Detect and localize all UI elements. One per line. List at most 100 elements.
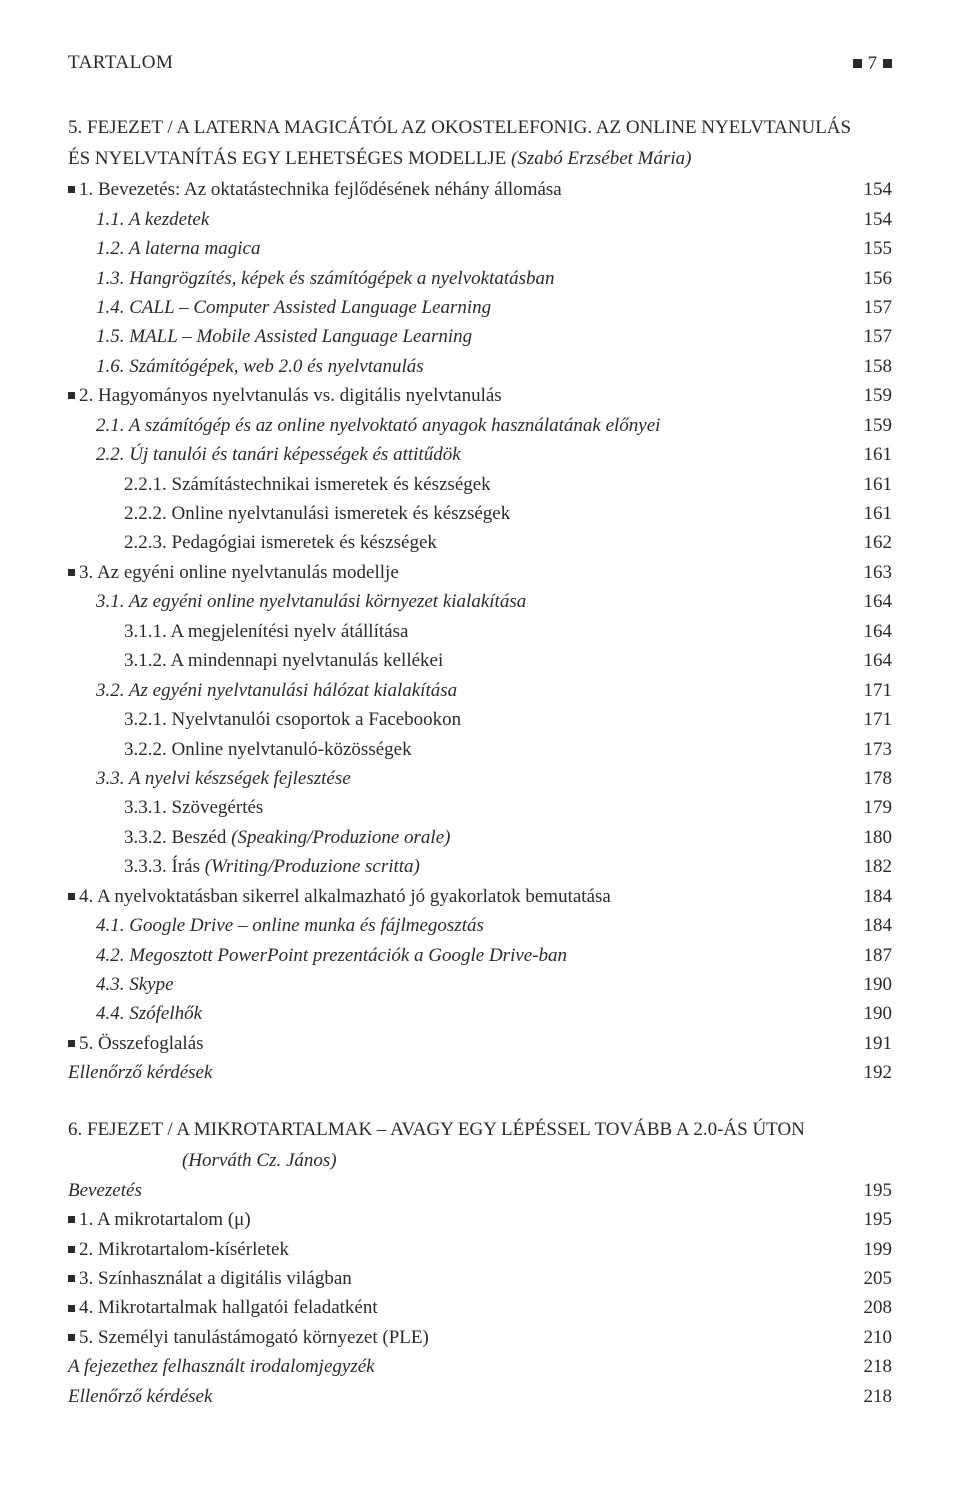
toc-entry-text: Ellenőrző kérdések xyxy=(68,1058,848,1087)
toc-entry-page: 157 xyxy=(848,293,892,322)
toc-entry-text: 4. Mikrotartalmak hallgatói feladatként xyxy=(68,1293,848,1322)
toc-row: 1.6. Számítógépek, web 2.0 és nyelvtanul… xyxy=(68,352,892,381)
toc-entry-text: 3.1. Az egyéni online nyelvtanulási körn… xyxy=(68,587,848,616)
toc-row: 1.3. Hangrögzítés, képek és számítógépek… xyxy=(68,264,892,293)
toc-entry-text: 3.3.2. Beszéd (Speaking/Produzione orale… xyxy=(68,823,848,852)
toc-entry-text: 3.3.1. Szövegértés xyxy=(68,793,848,822)
chapter-5-heading: 5. FEJEZET / A LATERNA MAGICÁTÓL AZ OKOS… xyxy=(68,114,892,173)
square-icon xyxy=(853,59,862,68)
toc-row: 4. A nyelvoktatásban sikerrel alkalmazha… xyxy=(68,882,892,911)
toc-row: 2. Hagyományos nyelvtanulás vs. digitáli… xyxy=(68,381,892,410)
toc-entry-page: 164 xyxy=(848,646,892,675)
toc-entry-text: 1.4. CALL – Computer Assisted Language L… xyxy=(68,293,848,322)
toc-row: 2.1. A számítógép és az online nyelvokta… xyxy=(68,411,892,440)
chapter-6-author: (Horváth Cz. János) xyxy=(68,1146,892,1175)
toc-row: Ellenőrző kérdések218 xyxy=(68,1382,892,1411)
chapter-6-heading: 6. FEJEZET / A MIKROTARTALMAK – AVAGY EG… xyxy=(68,1116,892,1176)
toc-row: 1.5. MALL – Mobile Assisted Language Lea… xyxy=(68,322,892,351)
toc-entry-text: Bevezetés xyxy=(68,1176,848,1205)
toc-row: 4.4. Szófelhők190 xyxy=(68,999,892,1028)
toc-entry-page: 180 xyxy=(848,823,892,852)
toc-row: 3.2.2. Online nyelvtanuló-közösségek173 xyxy=(68,735,892,764)
bullet-square-icon xyxy=(68,1246,75,1253)
header-page-value: 7 xyxy=(868,49,878,78)
toc-entry-text: 2.2.3. Pedagógiai ismeretek és készségek xyxy=(68,528,848,557)
bullet-square-icon xyxy=(68,1305,75,1312)
toc-entry-text: 4.2. Megosztott PowerPoint prezentációk … xyxy=(68,941,848,970)
toc-row: 3. Az egyéni online nyelvtanulás modellj… xyxy=(68,558,892,587)
toc-entry-page: 156 xyxy=(848,264,892,293)
toc-entry-text: 1.2. A laterna magica xyxy=(68,234,848,263)
chapter-5-title-line2: ÉS NYELVTANÍTÁS EGY LEHETSÉGES MODELLJE … xyxy=(68,145,892,174)
chapter-5-title-line1: 5. FEJEZET / A LATERNA MAGICÁTÓL AZ OKOS… xyxy=(68,114,892,143)
toc-row: 4.3. Skype190 xyxy=(68,970,892,999)
toc-entry-page: 159 xyxy=(848,381,892,410)
toc-entry-page: 159 xyxy=(848,411,892,440)
toc-entry-text: 2.2.2. Online nyelvtanulási ismeretek és… xyxy=(68,499,848,528)
toc-entry-page: 191 xyxy=(848,1029,892,1058)
toc-entry-text: 5. Összefoglalás xyxy=(68,1029,848,1058)
toc-entry-page: 179 xyxy=(848,793,892,822)
toc-entry-text: 3.3. A nyelvi készségek fejlesztése xyxy=(68,764,848,793)
toc-row: 3.3.3. Írás (Writing/Produzione scritta)… xyxy=(68,852,892,881)
toc-entry-text: 4.4. Szófelhők xyxy=(68,999,848,1028)
toc-entry-page: 164 xyxy=(848,617,892,646)
toc-row: 3.3. A nyelvi készségek fejlesztése178 xyxy=(68,764,892,793)
toc-row: Ellenőrző kérdések192 xyxy=(68,1058,892,1087)
toc-row: 4.1. Google Drive – online munka és fájl… xyxy=(68,911,892,940)
toc-row: 2.2.3. Pedagógiai ismeretek és készségek… xyxy=(68,528,892,557)
toc-entry-page: 173 xyxy=(848,735,892,764)
toc-entry-text: 2.2. Új tanulói és tanári képességek és … xyxy=(68,440,848,469)
toc-entry-page: 163 xyxy=(848,558,892,587)
toc-entry-text: 4.3. Skype xyxy=(68,970,848,999)
page-header: TARTALOM 7 xyxy=(68,48,892,78)
toc-entry-page: 158 xyxy=(848,352,892,381)
bullet-square-icon xyxy=(68,893,75,900)
bullet-square-icon xyxy=(68,1040,75,1047)
toc-entry-text: 4.1. Google Drive – online munka és fájl… xyxy=(68,911,848,940)
toc-row: 3.3.1. Szövegértés179 xyxy=(68,793,892,822)
toc-entry-text: Ellenőrző kérdések xyxy=(68,1382,848,1411)
toc-entry-text: 3.1.1. A megjelenítési nyelv átállítása xyxy=(68,617,848,646)
toc-entry-text: 1.1. A kezdetek xyxy=(68,205,848,234)
toc-entry-text: 1.6. Számítógépek, web 2.0 és nyelvtanul… xyxy=(68,352,848,381)
toc-row: 3.3.2. Beszéd (Speaking/Produzione orale… xyxy=(68,823,892,852)
toc-entry-text: 3.2.2. Online nyelvtanuló-közösségek xyxy=(68,735,848,764)
bullet-square-icon xyxy=(68,1275,75,1282)
toc-entry-page: 218 xyxy=(848,1382,892,1411)
toc-entry-page: 171 xyxy=(848,705,892,734)
bullet-square-icon xyxy=(68,1216,75,1223)
toc-entry-page: 161 xyxy=(848,440,892,469)
toc-entry-text: 2. Mikrotartalom-kísérletek xyxy=(68,1235,848,1264)
toc-entry-page: 195 xyxy=(848,1176,892,1205)
square-icon xyxy=(883,59,892,68)
toc-entry-text: 1.5. MALL – Mobile Assisted Language Lea… xyxy=(68,322,848,351)
toc-entry-page: 184 xyxy=(848,911,892,940)
toc-entry-text: 1.3. Hangrögzítés, képek és számítógépek… xyxy=(68,264,848,293)
toc-entry-text: 4. A nyelvoktatásban sikerrel alkalmazha… xyxy=(68,882,848,911)
toc-entry-page: 164 xyxy=(848,587,892,616)
toc-entry-text: 3.1.2. A mindennapi nyelvtanulás kelléke… xyxy=(68,646,848,675)
toc-row: Bevezetés195 xyxy=(68,1176,892,1205)
toc-row: 3.1.2. A mindennapi nyelvtanulás kelléke… xyxy=(68,646,892,675)
toc-entry-text: 3. Az egyéni online nyelvtanulás modellj… xyxy=(68,558,848,587)
toc-entry-page: 192 xyxy=(848,1058,892,1087)
toc-entry-page: 218 xyxy=(848,1352,892,1381)
toc-entry-page: 182 xyxy=(848,852,892,881)
toc-entry-page: 157 xyxy=(848,322,892,351)
toc-entry-page: 154 xyxy=(848,175,892,204)
toc-entry-page: 162 xyxy=(848,528,892,557)
toc-entry-page: 178 xyxy=(848,764,892,793)
header-page-number: 7 xyxy=(853,49,893,78)
toc-row: 2. Mikrotartalom-kísérletek199 xyxy=(68,1235,892,1264)
toc-row: 1. A mikrotartalom (μ)195 xyxy=(68,1205,892,1234)
toc-entry-page: 195 xyxy=(848,1205,892,1234)
chapter-5-toc: 1. Bevezetés: Az oktatástechnika fejlődé… xyxy=(68,175,892,1088)
toc-entry-text: 2.2.1. Számítástechnikai ismeretek és ké… xyxy=(68,470,848,499)
bullet-square-icon xyxy=(68,392,75,399)
toc-entry-page: 161 xyxy=(848,499,892,528)
toc-row: 1.1. A kezdetek154 xyxy=(68,205,892,234)
toc-entry-page: 155 xyxy=(848,234,892,263)
toc-entry-text: 3. Színhasználat a digitális világban xyxy=(68,1264,848,1293)
toc-row: 5. Összefoglalás191 xyxy=(68,1029,892,1058)
